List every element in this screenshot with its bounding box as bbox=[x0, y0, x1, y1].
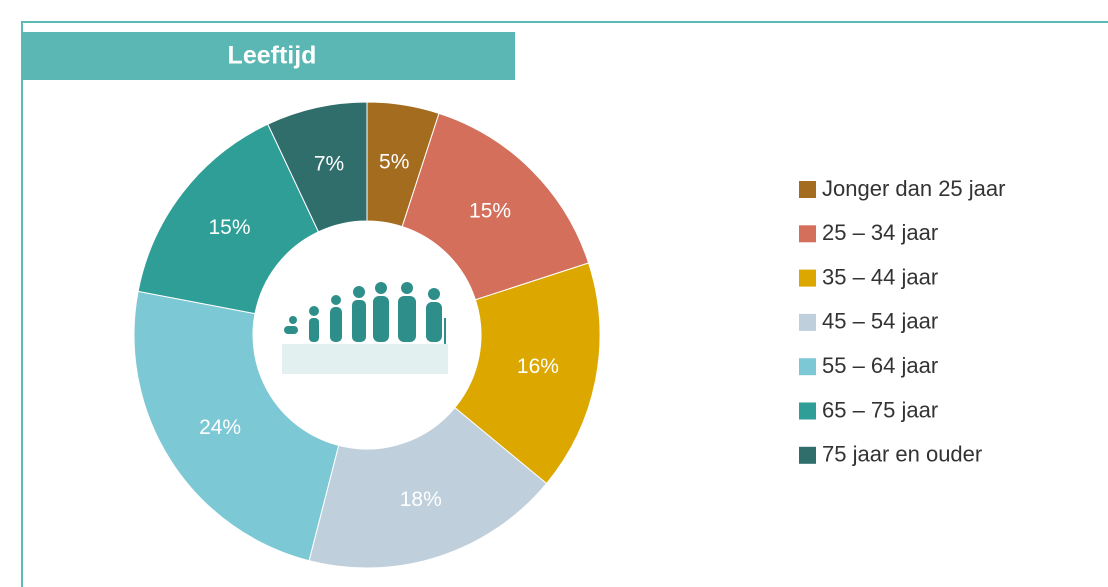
donut-slice bbox=[308, 406, 548, 569]
donut-slice bbox=[133, 290, 340, 562]
legend-label: 25 – 34 jaar bbox=[822, 220, 938, 245]
legend-swatch bbox=[799, 181, 816, 198]
donut-slice bbox=[267, 101, 368, 233]
legend-label: 75 jaar en ouder bbox=[822, 442, 982, 467]
title-bar bbox=[22, 32, 515, 80]
legend-swatch bbox=[799, 446, 816, 464]
legend-label: 35 – 44 jaar bbox=[822, 264, 938, 289]
people-icon bbox=[282, 282, 448, 374]
legend-swatch bbox=[799, 313, 816, 331]
data-label: 7% bbox=[314, 153, 344, 176]
donut-slice bbox=[137, 123, 320, 315]
data-label: 24% bbox=[199, 416, 241, 439]
data-label: 18% bbox=[400, 488, 442, 511]
data-label: 15% bbox=[469, 200, 511, 223]
legend-label: 55 – 64 jaar bbox=[822, 353, 938, 378]
legend-swatch bbox=[799, 358, 816, 376]
data-label: 5% bbox=[379, 151, 409, 174]
legend-label: 45 – 54 jaar bbox=[822, 309, 938, 334]
legend-swatch bbox=[799, 225, 816, 243]
frame bbox=[21, 21, 1108, 587]
legend-label: Jonger dan 25 jaar bbox=[822, 176, 1005, 201]
legend-swatch bbox=[799, 402, 816, 420]
data-label: 15% bbox=[208, 216, 250, 239]
chart-title: Leeftijd bbox=[228, 42, 317, 70]
legend-label: 65 – 75 jaar bbox=[822, 397, 938, 422]
legend-swatch bbox=[799, 269, 816, 287]
donut-slice bbox=[454, 262, 601, 485]
donut-slice bbox=[401, 112, 590, 301]
data-label: 16% bbox=[517, 355, 559, 378]
